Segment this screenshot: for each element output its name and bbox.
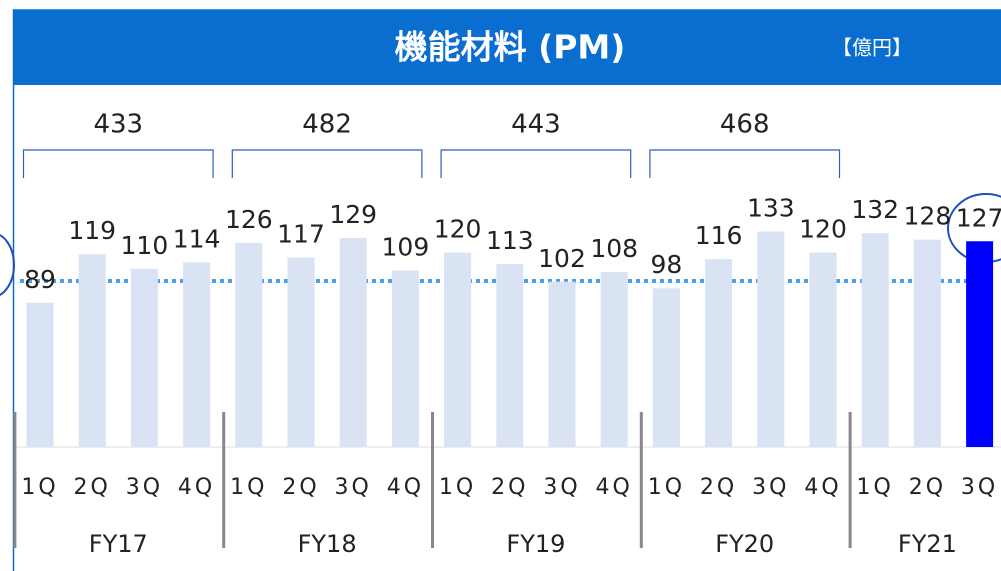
bar xyxy=(966,241,994,447)
x-tick-label: 3Q xyxy=(335,475,372,500)
value-label: 127 xyxy=(956,203,1001,232)
bar xyxy=(130,268,158,447)
value-label: 110 xyxy=(121,231,169,260)
x-tick-label: 1Q xyxy=(21,475,58,500)
bar xyxy=(235,242,263,447)
group-total: 443 xyxy=(511,110,561,140)
x-tick-label: 1Q xyxy=(857,475,894,500)
x-tick-label: 4Q xyxy=(596,475,633,500)
value-label: 126 xyxy=(225,205,273,234)
value-label: 116 xyxy=(695,221,743,250)
x-tick-label: 1Q xyxy=(648,475,685,500)
x-tick-label: 2Q xyxy=(74,475,111,500)
group-label: FY20 xyxy=(715,530,774,558)
bar xyxy=(26,302,54,447)
bar xyxy=(496,263,524,447)
bar xyxy=(339,238,367,447)
x-tick-label: 4Q xyxy=(804,475,841,500)
group-label: FY19 xyxy=(506,530,565,558)
header-bar xyxy=(13,10,1001,85)
group-brace xyxy=(649,149,841,178)
group-label: FY21 xyxy=(898,530,957,558)
bar xyxy=(861,233,889,447)
value-label: 132 xyxy=(851,195,899,224)
group-label: FY17 xyxy=(89,530,148,558)
bar xyxy=(913,239,941,447)
value-label: 89 xyxy=(24,265,56,294)
group-total: 482 xyxy=(302,110,352,140)
x-tick-label: 2Q xyxy=(909,475,946,500)
x-tick-label: 2Q xyxy=(282,475,319,500)
bar xyxy=(183,262,211,447)
unit-label: 【億円】 xyxy=(832,36,912,60)
x-tick-label: 4Q xyxy=(387,475,424,500)
x-tick-label: 2Q xyxy=(700,475,737,500)
value-label: 114 xyxy=(173,224,221,253)
value-label: 129 xyxy=(329,200,377,229)
group-label: FY18 xyxy=(298,530,357,558)
group-brace xyxy=(22,149,214,178)
group-total: 433 xyxy=(93,110,143,140)
bar xyxy=(809,252,837,447)
bar xyxy=(548,281,576,447)
x-tick-label: 4Q xyxy=(178,475,215,500)
value-label: 128 xyxy=(904,202,952,231)
value-label: 113 xyxy=(486,226,534,255)
value-label: 102 xyxy=(538,244,586,273)
value-label: 119 xyxy=(68,216,116,245)
x-tick-label: 3Q xyxy=(961,475,998,500)
group-brace xyxy=(440,149,632,178)
bar xyxy=(600,272,628,447)
bar xyxy=(652,288,680,447)
value-label: 120 xyxy=(799,215,847,244)
bar xyxy=(705,259,733,447)
value-label: 109 xyxy=(382,232,430,261)
value-label: 98 xyxy=(650,250,682,279)
x-tick-label: 3Q xyxy=(126,475,163,500)
bar xyxy=(444,252,472,447)
highlight-circle xyxy=(0,234,15,296)
value-label: 117 xyxy=(277,219,325,248)
bar xyxy=(78,254,106,447)
bar xyxy=(287,257,315,447)
value-label: 133 xyxy=(747,194,795,223)
group-total: 468 xyxy=(720,110,770,140)
bar xyxy=(757,231,785,447)
chart-title: 機能材料 (PM) xyxy=(395,28,626,67)
x-tick-label: 3Q xyxy=(543,475,580,500)
value-label: 120 xyxy=(434,215,482,244)
x-tick-label: 1Q xyxy=(439,475,476,500)
x-tick-label: 2Q xyxy=(491,475,528,500)
bar xyxy=(391,270,419,447)
value-label: 108 xyxy=(590,234,638,263)
x-tick-label: 1Q xyxy=(230,475,267,500)
group-brace xyxy=(231,149,423,178)
x-tick-label: 3Q xyxy=(752,475,789,500)
